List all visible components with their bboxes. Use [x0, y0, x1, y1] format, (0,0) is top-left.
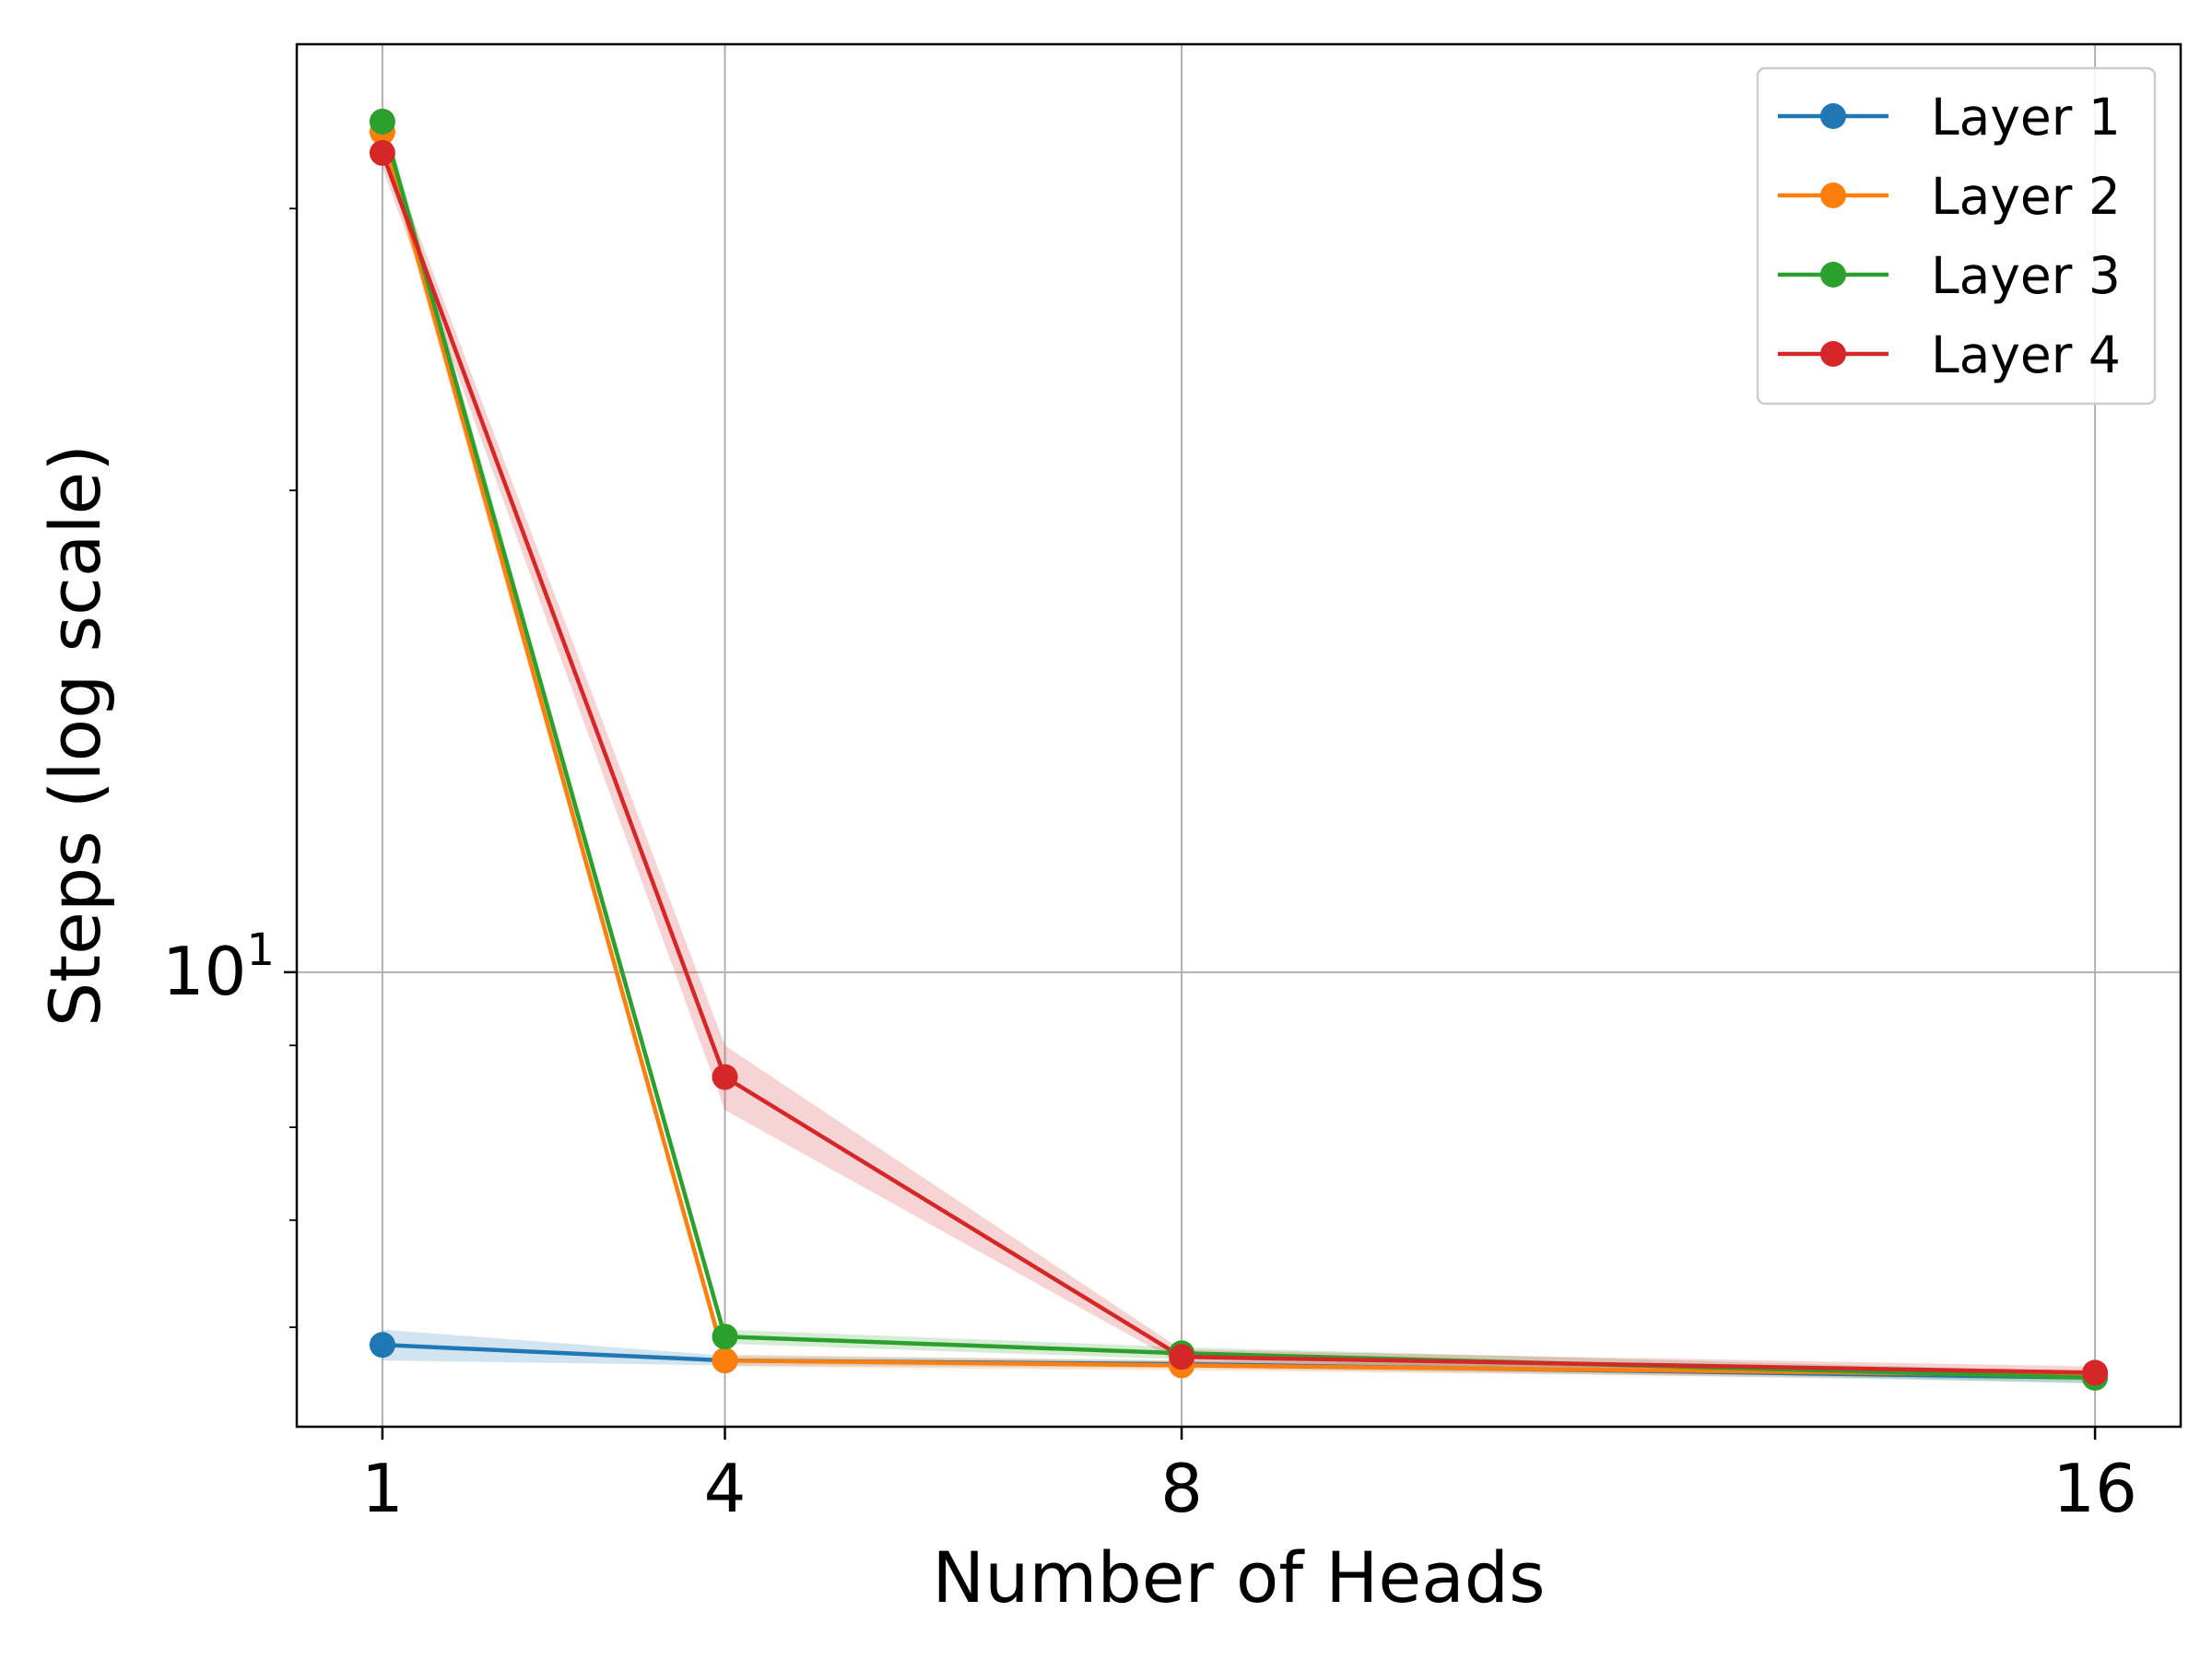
- series-point: [369, 1332, 395, 1359]
- series-lines: [380, 121, 2096, 1381]
- x-tick-label: 8: [1160, 1450, 1203, 1527]
- legend-item: Layer 3: [1778, 246, 2121, 305]
- series-point: [712, 1324, 738, 1350]
- legend-marker: [1820, 103, 1846, 129]
- legend-label: Layer 4: [1931, 325, 2121, 384]
- legend-label: Layer 2: [1931, 167, 2121, 226]
- series-point: [1169, 1344, 1195, 1371]
- plot-frame: [295, 42, 2183, 1429]
- y-tick-label: 101: [162, 924, 275, 1010]
- legend-label: Layer 1: [1931, 88, 2121, 147]
- legend-item: Layer 1: [1778, 88, 2121, 147]
- x-tick-label: 1: [361, 1450, 404, 1527]
- x-tick-label: 4: [704, 1450, 747, 1527]
- series-point: [712, 1347, 738, 1374]
- series-point: [712, 1064, 738, 1090]
- x-axis-label: Number of Heads: [932, 1536, 1545, 1618]
- legend-marker: [1820, 262, 1846, 288]
- legend-label: Layer 3: [1931, 246, 2121, 305]
- legend-box: [1756, 66, 2157, 406]
- legend: Layer 1 Layer 2 Layer 3 Layer 4: [1756, 66, 2157, 406]
- legend-item: Layer 2: [1778, 167, 2121, 226]
- x-tick-label: 16: [2053, 1450, 2137, 1527]
- series-point: [369, 139, 395, 166]
- series-point: [369, 108, 395, 135]
- series-point: [2082, 1359, 2109, 1386]
- legend-marker: [1820, 341, 1846, 367]
- axis-ticks: 1 4 8 16 101: [162, 207, 2137, 1527]
- series-line: [380, 152, 2096, 1375]
- legend-marker: [1820, 182, 1846, 208]
- series-line: [380, 131, 2096, 1378]
- legend-item: Layer 4: [1778, 325, 2121, 384]
- y-axis-label: Steps (log scale): [34, 444, 116, 1027]
- series-points: [369, 108, 2109, 1391]
